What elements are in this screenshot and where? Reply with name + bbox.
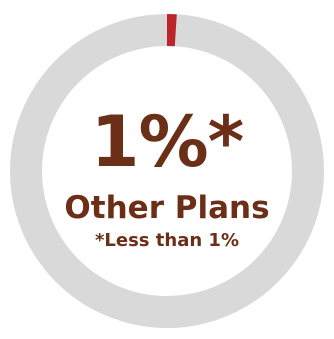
center-value: 1%* bbox=[90, 101, 244, 183]
center-label: Other Plans bbox=[64, 190, 270, 226]
donut-slice-1 bbox=[10, 14, 324, 328]
donut-slice-0 bbox=[10, 14, 324, 328]
footnote: *Less than 1% bbox=[95, 230, 239, 251]
